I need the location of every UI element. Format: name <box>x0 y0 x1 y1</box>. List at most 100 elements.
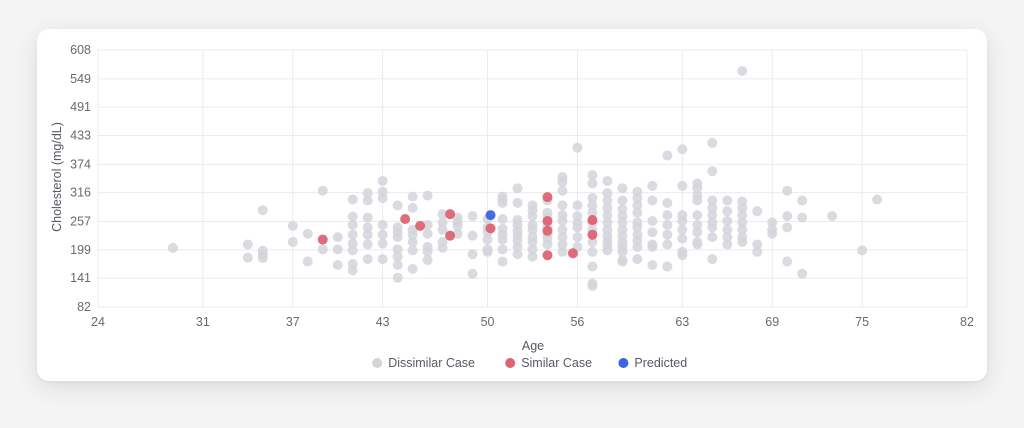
point-dissimilar-case[interactable] <box>602 175 613 186</box>
point-dissimilar-case[interactable] <box>872 194 883 205</box>
point-dissimilar-case[interactable] <box>422 190 433 201</box>
point-similar-case[interactable] <box>542 216 553 227</box>
point-dissimilar-case[interactable] <box>497 234 508 245</box>
point-dissimilar-case[interactable] <box>707 195 718 206</box>
point-dissimilar-case[interactable] <box>707 166 718 177</box>
point-dissimilar-case[interactable] <box>692 239 703 250</box>
point-dissimilar-case[interactable] <box>392 200 403 211</box>
point-dissimilar-case[interactable] <box>512 249 523 260</box>
point-dissimilar-case[interactable] <box>677 144 688 155</box>
point-dissimilar-case[interactable] <box>602 245 613 256</box>
point-dissimilar-case[interactable] <box>362 195 373 206</box>
point-similar-case[interactable] <box>317 234 328 245</box>
legend-item-similar-case[interactable]: Similar Case <box>505 356 592 370</box>
point-dissimilar-case[interactable] <box>647 241 658 252</box>
point-dissimilar-case[interactable] <box>617 217 628 228</box>
point-dissimilar-case[interactable] <box>557 200 568 211</box>
point-dissimilar-case[interactable] <box>677 216 688 227</box>
point-dissimilar-case[interactable] <box>752 239 763 250</box>
point-dissimilar-case[interactable] <box>542 239 553 250</box>
point-dissimilar-case[interactable] <box>407 245 418 256</box>
point-dissimilar-case[interactable] <box>617 246 628 257</box>
point-dissimilar-case[interactable] <box>527 211 538 222</box>
point-dissimilar-case[interactable] <box>557 224 568 235</box>
point-dissimilar-case[interactable] <box>737 210 748 221</box>
point-dissimilar-case[interactable] <box>347 265 358 276</box>
point-dissimilar-case[interactable] <box>362 254 373 265</box>
point-dissimilar-case[interactable] <box>692 227 703 238</box>
point-dissimilar-case[interactable] <box>797 268 808 279</box>
point-dissimilar-case[interactable] <box>527 224 538 235</box>
point-dissimilar-case[interactable] <box>362 222 373 233</box>
point-dissimilar-case[interactable] <box>662 229 673 240</box>
point-dissimilar-case[interactable] <box>572 200 583 211</box>
point-dissimilar-case[interactable] <box>707 254 718 265</box>
point-dissimilar-case[interactable] <box>602 217 613 228</box>
point-similar-case[interactable] <box>485 223 496 234</box>
point-dissimilar-case[interactable] <box>527 244 538 255</box>
point-dissimilar-case[interactable] <box>662 197 673 208</box>
point-dissimilar-case[interactable] <box>347 229 358 240</box>
point-dissimilar-case[interactable] <box>347 211 358 222</box>
point-dissimilar-case[interactable] <box>662 219 673 230</box>
point-dissimilar-case[interactable] <box>632 193 643 204</box>
point-dissimilar-case[interactable] <box>437 242 448 253</box>
point-dissimilar-case[interactable] <box>722 224 733 235</box>
point-dissimilar-case[interactable] <box>707 210 718 221</box>
point-dissimilar-case[interactable] <box>347 219 358 230</box>
point-dissimilar-case[interactable] <box>587 261 598 272</box>
point-dissimilar-case[interactable] <box>377 219 388 230</box>
point-similar-case[interactable] <box>567 248 578 259</box>
point-dissimilar-case[interactable] <box>557 216 568 227</box>
point-dissimilar-case[interactable] <box>737 202 748 213</box>
point-dissimilar-case[interactable] <box>497 256 508 267</box>
point-dissimilar-case[interactable] <box>617 195 628 206</box>
point-dissimilar-case[interactable] <box>572 142 583 153</box>
point-dissimilar-case[interactable] <box>392 259 403 270</box>
point-dissimilar-case[interactable] <box>452 228 463 239</box>
point-similar-case[interactable] <box>445 209 456 220</box>
point-dissimilar-case[interactable] <box>572 222 583 233</box>
point-dissimilar-case[interactable] <box>467 211 478 222</box>
point-dissimilar-case[interactable] <box>242 239 253 250</box>
point-dissimilar-case[interactable] <box>617 256 628 267</box>
point-dissimilar-case[interactable] <box>467 268 478 279</box>
point-dissimilar-case[interactable] <box>722 195 733 206</box>
point-dissimilar-case[interactable] <box>362 188 373 199</box>
point-dissimilar-case[interactable] <box>752 206 763 217</box>
point-dissimilar-case[interactable] <box>257 205 268 216</box>
point-dissimilar-case[interactable] <box>407 191 418 202</box>
point-similar-case[interactable] <box>587 229 598 240</box>
point-dissimilar-case[interactable] <box>737 237 748 248</box>
point-dissimilar-case[interactable] <box>632 200 643 211</box>
point-similar-case[interactable] <box>542 192 553 203</box>
point-dissimilar-case[interactable] <box>707 137 718 148</box>
point-dissimilar-case[interactable] <box>422 228 433 239</box>
point-dissimilar-case[interactable] <box>827 211 838 222</box>
point-dissimilar-case[interactable] <box>512 241 523 252</box>
point-dissimilar-case[interactable] <box>242 252 253 263</box>
point-dissimilar-case[interactable] <box>557 232 568 243</box>
point-dissimilar-case[interactable] <box>407 202 418 213</box>
point-dissimilar-case[interactable] <box>422 219 433 230</box>
point-dissimilar-case[interactable] <box>647 259 658 270</box>
point-dissimilar-case[interactable] <box>722 216 733 227</box>
point-dissimilar-case[interactable] <box>167 242 178 253</box>
point-dissimilar-case[interactable] <box>587 170 598 181</box>
point-dissimilar-case[interactable] <box>587 237 598 248</box>
point-dissimilar-case[interactable] <box>647 227 658 238</box>
point-dissimilar-case[interactable] <box>662 210 673 221</box>
point-dissimilar-case[interactable] <box>407 263 418 274</box>
point-dissimilar-case[interactable] <box>452 220 463 231</box>
point-dissimilar-case[interactable] <box>527 237 538 248</box>
point-dissimilar-case[interactable] <box>332 259 343 270</box>
point-dissimilar-case[interactable] <box>692 183 703 194</box>
point-dissimilar-case[interactable] <box>587 200 598 211</box>
point-dissimilar-case[interactable] <box>737 66 748 77</box>
point-dissimilar-case[interactable] <box>662 150 673 161</box>
point-dissimilar-case[interactable] <box>767 228 778 239</box>
point-dissimilar-case[interactable] <box>602 202 613 213</box>
point-dissimilar-case[interactable] <box>722 232 733 243</box>
point-dissimilar-case[interactable] <box>497 214 508 225</box>
point-dissimilar-case[interactable] <box>767 217 778 228</box>
